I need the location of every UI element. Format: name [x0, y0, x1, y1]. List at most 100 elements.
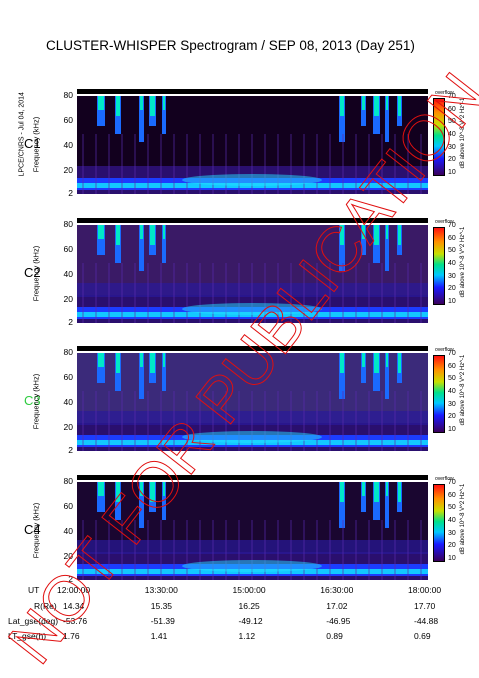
colorbar-title: overflow: [435, 219, 454, 225]
y-axis-label: Frequency (kHz): [31, 245, 41, 302]
y-tick-label: 80: [63, 219, 73, 229]
panel-label: C2: [24, 265, 41, 280]
panel-top-bar: [77, 218, 428, 223]
ephemeris-value: 16.25: [238, 601, 260, 611]
ephemeris-value: 1.76: [63, 631, 80, 641]
y-axis-label: Frequency (kHz): [31, 116, 41, 173]
ephemeris-value: -46.95: [326, 616, 351, 626]
spectrogram-panel: [77, 353, 428, 451]
ephemeris-value: -53.76: [63, 616, 88, 626]
x-tick-label: 12:00:00: [57, 585, 91, 595]
ephemeris-label: Lat_gse(deg): [8, 616, 59, 626]
ephemeris-value: 17.70: [414, 601, 436, 611]
spectrogram-panel: [77, 96, 428, 194]
colorbar-tick: 30: [448, 400, 456, 408]
ephemeris-label: R(Re): [34, 601, 57, 611]
x-axis-label: UT: [28, 585, 40, 595]
colorbar-tick: 70: [448, 479, 456, 486]
y-tick-label: 60: [63, 115, 73, 126]
y-tick-label: 40: [63, 397, 73, 408]
colorbar-label: dB above 10^-8 V^2 Hz^-1: [460, 97, 466, 169]
ephemeris-value: 15.35: [150, 601, 173, 611]
y-tick-label: 80: [63, 476, 73, 486]
colorbar-tick: 60: [448, 234, 456, 242]
ephemeris-label: LT_gse(h): [8, 631, 47, 641]
x-tick-label: 18:00:00: [408, 585, 442, 595]
colorbar-tick: 70: [448, 222, 456, 229]
y-tick-label: 2: [68, 317, 73, 327]
y-tick-label: 80: [63, 347, 73, 357]
x-tick-label: 16:30:00: [320, 585, 354, 595]
colorbar-tick: 10: [448, 426, 456, 433]
colorbar-title: overflow: [435, 476, 454, 482]
y-tick-label: 20: [63, 551, 73, 562]
ephemeris-value: 17.02: [326, 601, 348, 611]
colorbar-label: dB above 10^-8 V^2 Hz^-1: [460, 354, 466, 426]
spectrogram-panel: [77, 482, 428, 580]
ephemeris-value: 1.41: [150, 631, 168, 641]
panel-label: C3: [24, 393, 41, 408]
spectrogram-heatmap: [77, 225, 428, 323]
colorbar-tick: 60: [448, 491, 456, 499]
colorbar-title: overflow: [435, 347, 454, 353]
page-title: CLUSTER-WHISPER Spectrogram / SEP 08, 20…: [46, 38, 415, 53]
colorbar-tick: 30: [448, 272, 456, 280]
y-tick-label: 60: [63, 372, 73, 383]
ephemeris-value: 1.12: [238, 631, 256, 641]
panel-label: C4: [24, 522, 41, 537]
colorbar: [433, 484, 445, 562]
colorbar-tick: 70: [448, 350, 456, 357]
ephemeris-value: 14.34: [63, 601, 85, 611]
y-tick-label: 20: [63, 422, 73, 433]
colorbar-tick: 30: [448, 143, 456, 151]
colorbar-tick: 10: [448, 169, 456, 176]
ephemeris-value: -44.88: [414, 616, 439, 626]
colorbar-title: overflow: [435, 90, 454, 96]
colorbar: [433, 98, 445, 176]
y-tick-label: 20: [63, 294, 73, 305]
ephemeris-value: -51.39: [150, 616, 175, 626]
colorbar-tick: 40: [448, 517, 456, 524]
spectrogram-heatmap: [77, 482, 428, 580]
side-label: LPCE/CNRS - Jul 04, 2014: [18, 92, 26, 177]
colorbar-label: dB above 10^-8 V^2 Hz^-1: [460, 483, 466, 555]
y-tick-label: 2: [68, 445, 73, 455]
y-tick-label: 80: [63, 90, 73, 100]
y-tick-label: 2: [68, 188, 73, 198]
colorbar-tick: 40: [448, 260, 456, 267]
colorbar-tick: 40: [448, 388, 456, 395]
colorbar: [433, 355, 445, 433]
y-axis-label: Frequency (kHz): [31, 502, 41, 559]
colorbar-tick: 50: [448, 118, 456, 126]
y-tick-label: 60: [63, 501, 73, 512]
colorbar-tick: 10: [448, 298, 456, 305]
y-tick-label: 60: [63, 244, 73, 255]
colorbar-tick: 50: [448, 247, 456, 255]
ephemeris-value: 0.89: [326, 631, 343, 641]
ephemeris-value: 0.69: [414, 631, 431, 641]
y-tick-label: 40: [63, 269, 73, 280]
colorbar-tick: 20: [448, 542, 456, 550]
x-tick-label: 15:00:00: [232, 585, 266, 595]
y-tick-label: 40: [63, 140, 73, 151]
panel-label: C1: [24, 136, 41, 151]
panel-top-bar: [77, 89, 428, 94]
x-tick-label: 13:30:00: [144, 585, 178, 595]
panel-top-bar: [77, 475, 428, 480]
colorbar-tick: 50: [448, 504, 456, 512]
colorbar-tick: 60: [448, 105, 456, 113]
colorbar-tick: 20: [448, 285, 456, 293]
spectrogram-panel: [77, 225, 428, 323]
y-axis-label: Frequency (kHz): [31, 373, 41, 430]
colorbar-tick: 60: [448, 362, 456, 370]
y-tick-label: 40: [63, 526, 73, 537]
colorbar-tick: 70: [448, 93, 456, 100]
colorbar-tick: 30: [448, 529, 456, 537]
colorbar: [433, 227, 445, 305]
colorbar-tick: 20: [448, 413, 456, 421]
colorbar-tick: 20: [448, 156, 456, 164]
colorbar-label: dB above 10^-8 V^2 Hz^-1: [460, 226, 466, 298]
spectrogram-heatmap: [77, 353, 428, 451]
colorbar-tick: 40: [448, 131, 456, 138]
